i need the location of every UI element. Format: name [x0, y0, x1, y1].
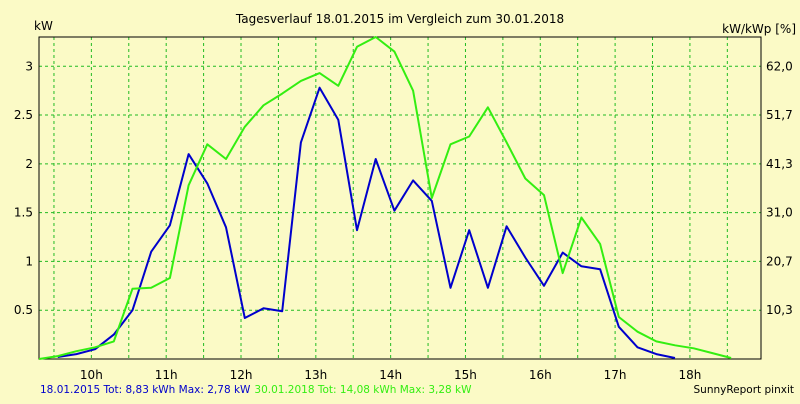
x-tick-label: 10h — [80, 368, 103, 382]
y-tick-label-left: 1 — [25, 254, 33, 268]
x-tick-label: 14h — [379, 368, 402, 382]
y-tick-label-right: 20,7 — [766, 254, 793, 268]
y-tick-label-left: 3 — [25, 59, 33, 73]
x-tick-label: 18h — [678, 368, 701, 382]
legend-entry-2018: 30.01.2018 Tot: 14,08 kWh Max: 3,28 kW — [254, 384, 472, 396]
x-tick-label: 12h — [230, 368, 253, 382]
y-axis-right-label: kW/kWp [%] — [722, 22, 796, 36]
y-tick-label-right: 10,3 — [766, 303, 793, 317]
y-tick-label-right: 31,0 — [766, 206, 793, 220]
y-tick-label-right: 51,7 — [766, 108, 793, 122]
x-tick-label: 17h — [604, 368, 627, 382]
y-tick-label-left: 1.5 — [14, 206, 33, 220]
y-tick-label-left: 0.5 — [14, 303, 33, 317]
footer-credit: SunnyReport pinxit — [694, 384, 794, 396]
y-tick-label-left: 2.5 — [14, 108, 33, 122]
x-tick-label: 11h — [155, 368, 178, 382]
y-tick-label-left: 2 — [25, 157, 33, 171]
y-tick-label-right: 41,3 — [766, 157, 793, 171]
x-tick-label: 16h — [529, 368, 552, 382]
plot-frame — [38, 36, 762, 360]
series-lines — [38, 36, 732, 360]
legend-entry-2015: 18.01.2015 Tot: 8,83 kWh Max: 2,78 kW — [40, 384, 251, 396]
series-line-18.01.2015 — [57, 86, 676, 359]
y-tick-label-right: 62,0 — [766, 59, 793, 73]
gridlines — [39, 37, 761, 359]
axis-ticks: 0.5 10,3 1 20,7 1.5 31,0 2 41,3 2.5 51,7 3 62,0 10h 1… — [14, 59, 793, 382]
x-tick-label: 15h — [454, 368, 477, 382]
x-tick-label: 13h — [304, 368, 327, 382]
chart-title: Tagesverlauf 18.01.2015 im Vergleich zum… — [235, 12, 564, 26]
series-line-30.01.2018 — [38, 36, 732, 360]
y-axis-left-label: kW — [34, 19, 53, 33]
